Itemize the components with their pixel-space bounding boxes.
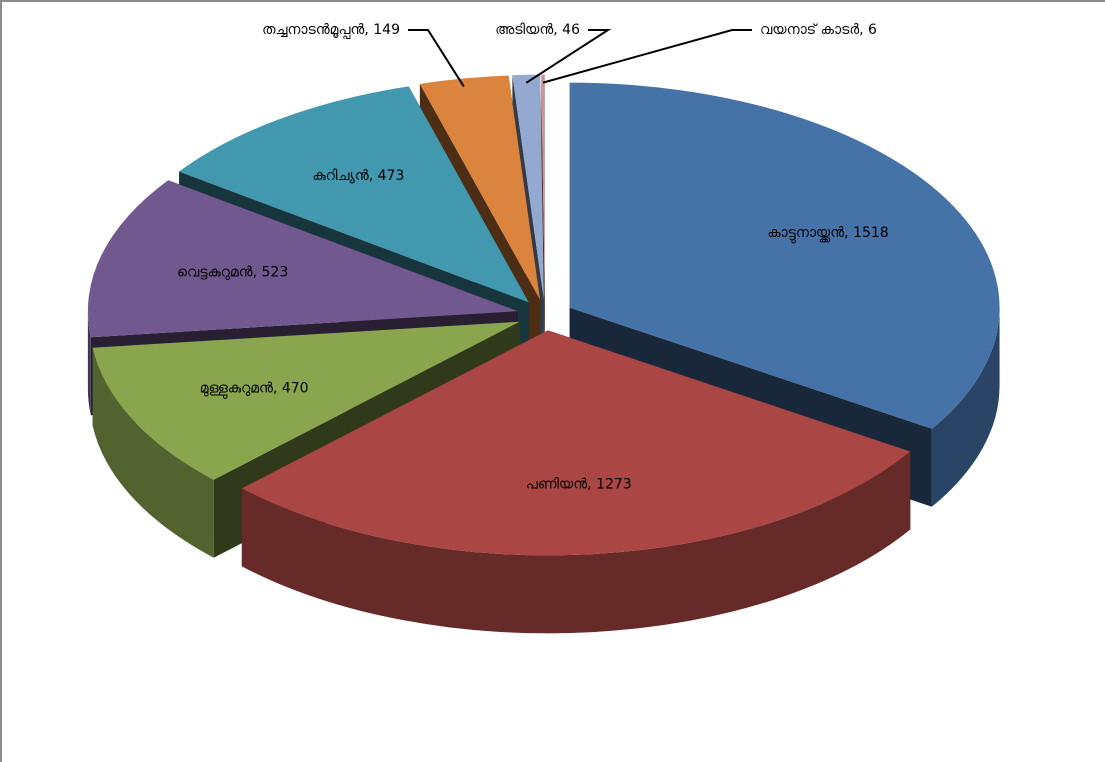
data-label: പണിയൻ, 1273 (526, 476, 632, 492)
data-label-category: തച്ചനാടൻമൂപ്പൻ (262, 22, 364, 39)
slice-wall (241, 451, 911, 634)
data-label: കാട്ടുനായ്ക്കൻ, 1518 (767, 225, 889, 244)
slice-wall (87, 311, 91, 416)
data-label-category: മുള്ളുകുറുമൻ (200, 381, 273, 399)
data-label-value: 149 (373, 22, 400, 38)
slice-top (512, 74, 544, 300)
data-label-category: കുറിച്യൻ (313, 168, 369, 184)
slice-top (419, 75, 541, 300)
data-label-separator: , (253, 264, 262, 280)
slice-wall (92, 347, 214, 558)
data-label: വയനാട് കാടർ, 6 (760, 22, 877, 38)
data-label-category: അടിയൻ (495, 22, 553, 38)
leader-line (408, 29, 465, 87)
data-label-value: 1518 (853, 225, 889, 241)
data-label: വെട്ടകുറുമൻ, 523 (177, 264, 288, 280)
slice-top (87, 180, 518, 338)
slice-top (541, 74, 545, 300)
data-label-separator: , (364, 22, 373, 38)
data-label: അടിയൻ, 46 (495, 22, 580, 38)
slice-top (179, 86, 529, 303)
data-label-separator: , (587, 476, 596, 492)
slice (541, 74, 545, 378)
slice-side (541, 74, 545, 378)
data-label-category: വയനാട് കാടർ (760, 22, 859, 38)
data-label-category: പണിയൻ (526, 476, 587, 492)
leader-line (542, 29, 752, 84)
data-label-separator: , (844, 225, 853, 241)
data-label-value: 473 (378, 168, 405, 184)
data-label: കുറിച്യൻ, 473 (313, 168, 405, 184)
data-label-separator: , (273, 381, 282, 397)
data-label: തച്ചനാടൻമൂപ്പൻ, 149 (262, 22, 400, 39)
data-label-value: 1273 (596, 476, 632, 492)
data-label-separator: , (859, 22, 868, 38)
slice-top (92, 321, 520, 480)
data-label: മുള്ളുകുറുമൻ, 470 (200, 381, 309, 399)
data-label-category: വെട്ടകുറുമൻ (177, 264, 253, 280)
leader-line (525, 29, 612, 84)
data-label-value: 6 (868, 22, 877, 38)
slice (241, 330, 911, 634)
data-label-category: കാട്ടുനായ്ക്കൻ (767, 225, 844, 244)
slice-top (569, 82, 1000, 429)
data-label-value: 470 (282, 381, 309, 397)
data-label-value: 46 (562, 22, 580, 38)
data-label-separator: , (369, 168, 378, 184)
data-label-value: 523 (262, 264, 289, 280)
slice-wall (931, 307, 1000, 507)
slice-top (241, 330, 911, 556)
data-label-separator: , (553, 22, 562, 38)
